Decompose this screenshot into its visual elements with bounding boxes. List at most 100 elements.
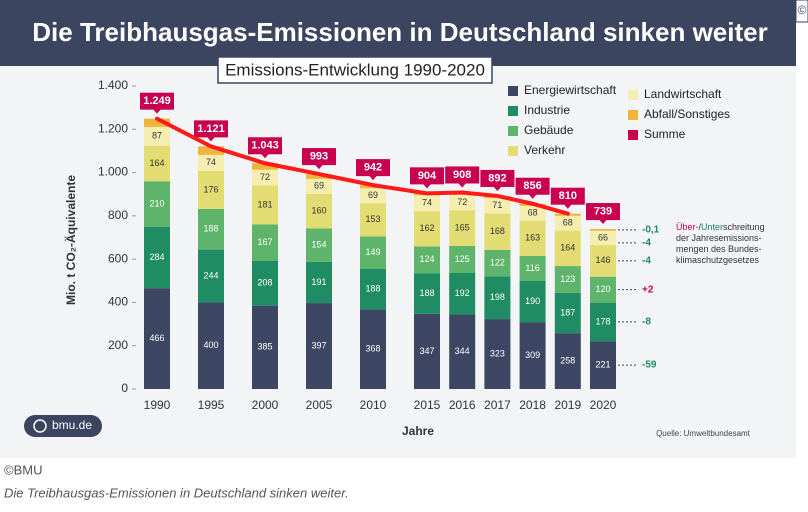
- bar-segment: [198, 170, 224, 209]
- bar-segment: [306, 193, 332, 229]
- sum-box: [550, 187, 585, 205]
- bar-segment: [484, 198, 511, 214]
- bar-segment: [144, 181, 170, 227]
- x-tick-label: 2020: [590, 398, 617, 412]
- source: Quelle: Umweltbundesamt: [656, 429, 751, 438]
- x-tick-label: 2016: [449, 398, 476, 412]
- bar-segment: [414, 313, 440, 389]
- deviation-note: Über-/Unterschreitung der Jahresemissions…: [676, 222, 765, 265]
- segment-label: 244: [203, 270, 218, 280]
- bar-segment: [484, 276, 511, 320]
- bar-segment: [360, 188, 386, 204]
- legend-swatch: [508, 126, 518, 136]
- bar-segment: [360, 203, 386, 237]
- legend-label: Landwirtschaft: [644, 87, 722, 101]
- note-part: Unter: [701, 222, 723, 232]
- caption-credit: ©BMU: [4, 462, 42, 477]
- y-axis-label: Mio. t CO₂-Äquivalente: [63, 175, 78, 305]
- bar-segment: [590, 245, 616, 277]
- bar-segment: [590, 230, 616, 246]
- segment-label: 164: [149, 158, 164, 168]
- bar-segment: [449, 272, 476, 315]
- segment-label: 192: [455, 288, 470, 298]
- x-tick-label: 2019: [554, 398, 581, 412]
- segment-label: 66: [598, 232, 608, 242]
- bar-segment: [144, 126, 170, 146]
- legend-swatch: [628, 110, 638, 120]
- segment-label: 68: [528, 208, 538, 218]
- sum-pointer: [528, 194, 537, 199]
- bar-segment: [590, 229, 616, 231]
- segment-label: 120: [595, 284, 610, 294]
- bar-segment: [590, 276, 616, 303]
- bar-segment: [554, 333, 581, 389]
- segment-label: 198: [490, 292, 505, 302]
- y-tick-label: 200: [108, 338, 128, 352]
- segment-label: 71: [492, 200, 502, 210]
- legend-label: Summe: [644, 127, 686, 141]
- legend-label: Gebäude: [524, 123, 574, 137]
- note-part: mengen des Bundes-: [676, 244, 762, 254]
- y-tick-label: 600: [108, 251, 128, 265]
- bar-segment: [554, 292, 581, 334]
- bar-segment: [360, 268, 386, 310]
- deviation-label: -4: [642, 238, 651, 249]
- x-axis-label: Jahre: [402, 424, 434, 438]
- bar-segment: [519, 205, 546, 221]
- bar-segment: [414, 246, 440, 274]
- segment-label: 466: [149, 333, 164, 343]
- sum-label: 1.121: [197, 123, 225, 135]
- sum-pointer: [493, 186, 502, 191]
- caption-text: Die Treibhausgas-Emissionen in Deutschla…: [4, 485, 349, 500]
- sum-box: [410, 167, 444, 185]
- segment-label: 72: [260, 172, 270, 182]
- segment-label: 191: [311, 277, 326, 287]
- bar-segment: [519, 281, 546, 323]
- segment-label: 146: [595, 255, 610, 265]
- segment-label: 154: [311, 239, 326, 249]
- segment-label: 385: [257, 342, 272, 352]
- bar-segment: [414, 195, 440, 212]
- bar-segment: [144, 118, 170, 127]
- sum-label: 904: [418, 170, 437, 182]
- segment-label: 188: [419, 288, 434, 298]
- segment-label: 344: [455, 346, 470, 356]
- segment-label: 190: [525, 296, 540, 306]
- segment-label: 87: [152, 131, 162, 141]
- segment-label: 69: [368, 190, 378, 200]
- legend-swatch: [508, 86, 518, 96]
- bar-segment: [590, 302, 616, 342]
- sum-box: [194, 120, 228, 138]
- segment-label: 188: [365, 283, 380, 293]
- chart-subtitle: Emissions-Entwicklung 1990-2020: [225, 60, 485, 79]
- bar-segment: [554, 266, 581, 293]
- x-tick-label: 2010: [360, 398, 387, 412]
- bar-segment: [519, 220, 546, 256]
- segment-label: 74: [422, 198, 432, 208]
- sum-box: [356, 159, 390, 177]
- y-tick-label: 800: [108, 208, 128, 222]
- segment-label: 153: [365, 214, 380, 224]
- x-tick-label: 2015: [414, 398, 441, 412]
- bar-segment: [360, 236, 386, 269]
- sum-pointer: [423, 183, 431, 189]
- sum-pointer: [207, 136, 215, 142]
- bar-segment: [198, 154, 224, 171]
- legend-label: Industrie: [524, 103, 570, 117]
- segment-label: 72: [457, 197, 467, 207]
- y-tick-label: 1.000: [98, 165, 128, 179]
- sum-box: [302, 148, 336, 166]
- legend-label: Energiewirtschaft: [524, 83, 617, 97]
- segment-label: 347: [419, 346, 434, 356]
- segment-label: 125: [455, 254, 470, 264]
- segment-label: 210: [149, 198, 164, 208]
- legend-swatch: [508, 146, 518, 156]
- bar-segment: [360, 309, 386, 389]
- bar-segment: [252, 169, 278, 186]
- bar-segment: [306, 303, 332, 389]
- sum-pointer: [261, 153, 269, 159]
- segment-label: 123: [560, 274, 575, 284]
- segment-label: 400: [203, 340, 218, 350]
- x-tick-label: 2017: [484, 398, 511, 412]
- corner-mark: ©: [798, 3, 807, 17]
